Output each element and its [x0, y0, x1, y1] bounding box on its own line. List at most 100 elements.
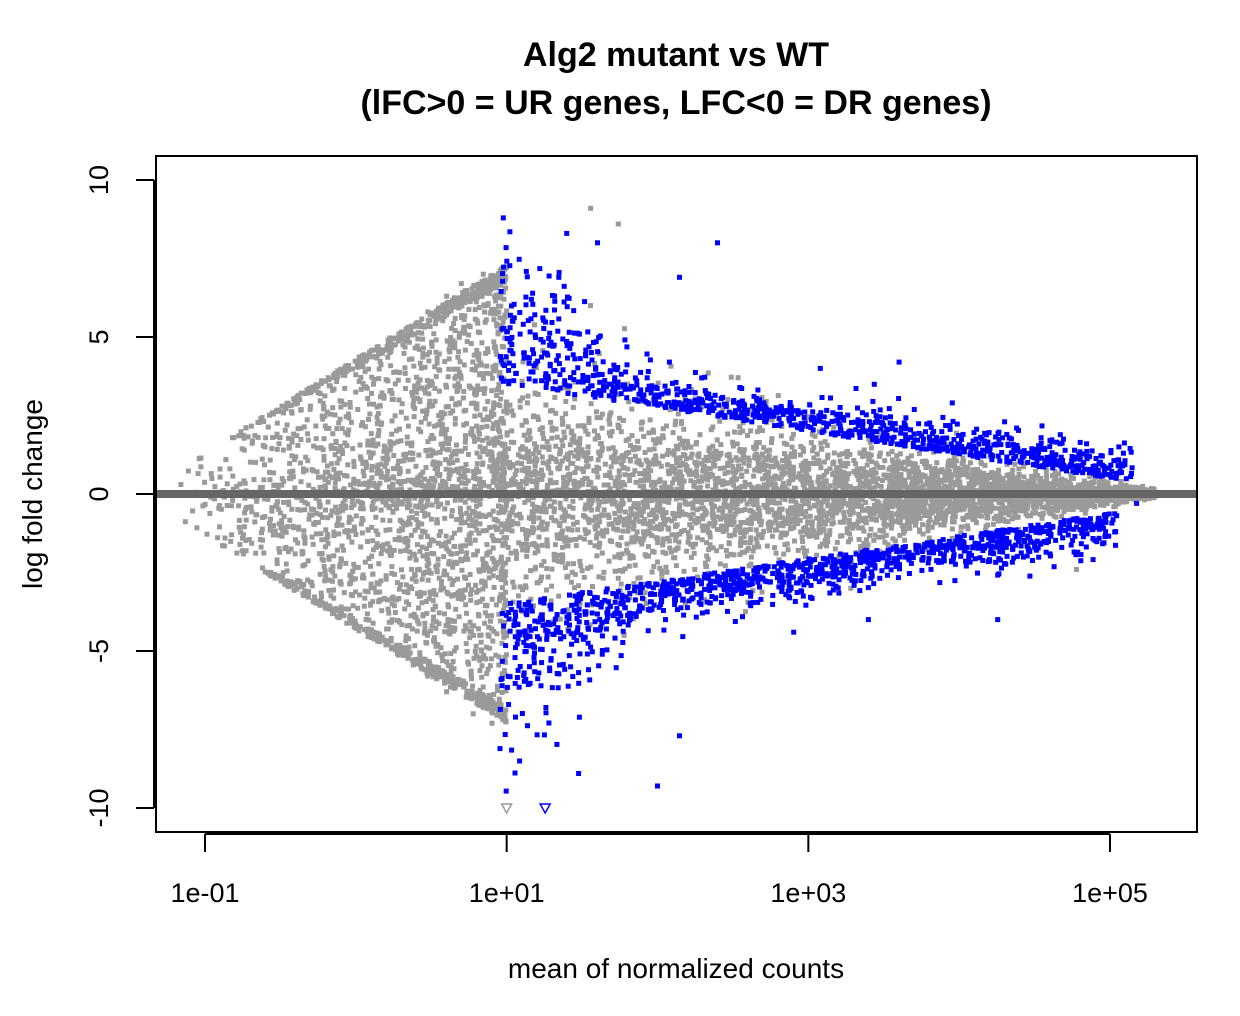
data-point	[427, 398, 433, 404]
data-point	[425, 534, 430, 540]
data-point	[916, 451, 922, 456]
data-point	[645, 465, 651, 471]
data-point	[608, 498, 614, 504]
data-point	[405, 477, 411, 483]
data-point	[502, 470, 507, 476]
data-point	[951, 455, 957, 460]
data-point	[458, 474, 464, 479]
data-point	[409, 566, 414, 572]
data-point	[444, 304, 450, 309]
data-point	[1059, 476, 1065, 482]
data-point	[310, 486, 316, 492]
data-point	[480, 417, 486, 423]
data-point	[620, 465, 626, 471]
data-point	[376, 376, 382, 382]
data-point	[723, 527, 729, 533]
data-point	[242, 480, 248, 486]
data-point	[368, 563, 373, 569]
data-point	[218, 506, 224, 512]
data-point	[380, 517, 386, 523]
data-point	[480, 556, 486, 562]
data-point	[900, 514, 906, 520]
data-point	[275, 532, 281, 538]
data-point	[467, 513, 473, 519]
data-point	[313, 531, 319, 537]
data-point	[261, 496, 267, 502]
data-point	[489, 454, 495, 460]
data-point	[444, 659, 450, 665]
data-point	[824, 543, 830, 549]
data-point	[703, 497, 709, 502]
data-point	[409, 356, 415, 362]
data-point	[669, 532, 675, 538]
data-point	[419, 576, 425, 582]
data-point	[330, 587, 336, 593]
data-point	[427, 318, 433, 323]
data-point	[298, 479, 304, 485]
data-point	[473, 582, 478, 588]
data-point	[977, 469, 982, 475]
data-point	[615, 542, 621, 547]
data-point	[236, 433, 242, 439]
data-point	[383, 576, 389, 582]
data-point	[472, 523, 478, 529]
data-point	[458, 515, 464, 521]
data-point	[305, 458, 311, 464]
data-point	[273, 482, 278, 488]
data-point	[464, 339, 470, 345]
data-point	[558, 505, 564, 511]
data-point	[222, 535, 228, 541]
data-point	[448, 308, 454, 314]
data-point	[497, 370, 503, 376]
data-point	[571, 561, 576, 567]
data-point	[442, 479, 448, 485]
data-point	[873, 479, 879, 484]
data-point	[293, 454, 299, 460]
data-point	[909, 519, 915, 525]
data-point	[305, 437, 311, 443]
data-point	[730, 439, 736, 445]
data-point	[733, 486, 739, 492]
data-point	[384, 448, 390, 454]
data-point	[490, 273, 496, 278]
data-point	[794, 512, 800, 518]
data-point	[468, 668, 474, 674]
data-point	[417, 399, 423, 404]
data-point	[808, 483, 814, 489]
data-point	[358, 422, 364, 428]
data-point	[470, 683, 476, 689]
data-point	[1070, 507, 1076, 513]
data-point	[455, 484, 461, 490]
data-point	[477, 657, 483, 663]
data-point	[424, 640, 430, 646]
data-point	[925, 476, 931, 481]
data-point	[570, 514, 576, 520]
data-point	[398, 479, 404, 485]
data-point	[825, 452, 831, 458]
data-point	[446, 356, 452, 362]
data-point	[445, 309, 451, 315]
data-point	[474, 497, 480, 502]
data-point	[356, 378, 362, 384]
data-point	[326, 577, 332, 583]
data-point	[480, 461, 486, 467]
data-point	[335, 448, 341, 454]
data-point	[859, 525, 865, 531]
data-point	[839, 500, 845, 506]
data-point	[459, 298, 465, 304]
data-point	[249, 440, 255, 446]
data-point	[263, 435, 269, 441]
data-point	[373, 514, 379, 520]
data-point	[370, 499, 376, 505]
data-point	[1025, 501, 1031, 507]
data-point	[552, 456, 558, 462]
data-point	[844, 526, 850, 532]
data-point	[556, 593, 562, 599]
data-point	[728, 533, 734, 539]
data-point	[981, 470, 987, 476]
data-point	[663, 550, 669, 556]
data-point	[624, 547, 630, 553]
data-point	[837, 483, 843, 489]
data-point	[319, 514, 325, 520]
data-point	[280, 570, 286, 576]
